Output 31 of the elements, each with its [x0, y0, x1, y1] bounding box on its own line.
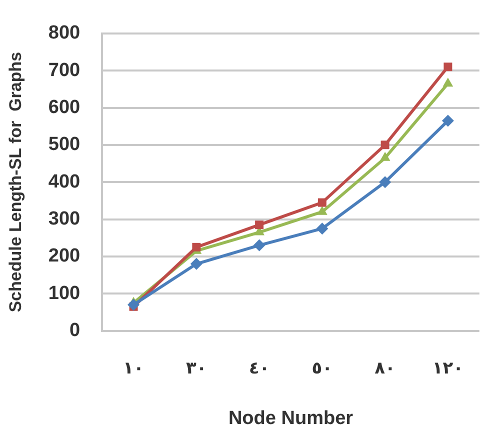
point: [255, 220, 264, 230]
y-tick-label: 200: [48, 246, 80, 267]
x-tick-label: ١٢٠: [432, 358, 464, 378]
x-tick-label: ١٠: [123, 358, 144, 378]
x-tick-label: ٥٠: [312, 358, 333, 378]
y-tick-label: 400: [48, 171, 80, 192]
point: [316, 206, 328, 215]
point: [253, 239, 266, 252]
point: [380, 140, 390, 150]
point: [379, 176, 392, 188]
y-axis-title: Schedule Length-SL for Graphs: [6, 52, 25, 312]
x-tick-label: ٣٠: [186, 358, 207, 378]
x-tick-label: ٤٠: [248, 358, 270, 378]
y-tick-label: 300: [48, 208, 80, 230]
point: [190, 258, 202, 270]
x-tick-label: ٨٠: [374, 358, 396, 378]
point: [318, 198, 326, 207]
point: [444, 62, 452, 72]
y-tick-label: 800: [48, 22, 80, 44]
y-tick-label: 500: [48, 134, 80, 156]
y-tick-label: 700: [48, 60, 80, 81]
x-axis-title: Node Number: [228, 408, 354, 429]
point: [442, 78, 454, 87]
point: [192, 242, 201, 252]
point: [128, 298, 140, 311]
y-tick-label: 100: [48, 282, 80, 304]
point: [442, 114, 454, 127]
y-tick-label: 600: [48, 96, 80, 118]
point: [380, 152, 390, 161]
point: [316, 222, 328, 235]
y-tick-label: 0: [70, 320, 80, 342]
